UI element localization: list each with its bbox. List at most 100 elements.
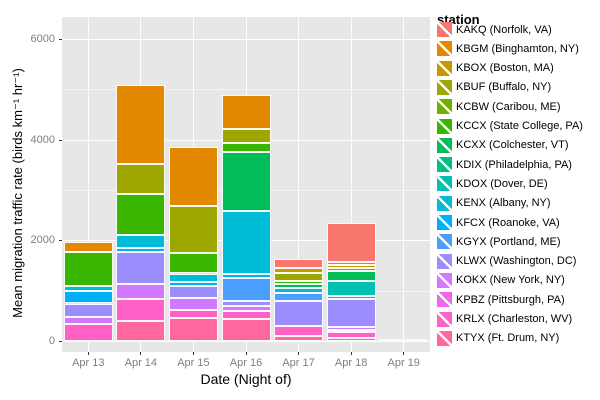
legend-label: KCCX (State College, PA) xyxy=(456,120,583,132)
bar-segment-apr-17-kbuf xyxy=(274,272,324,281)
bar-segment-apr-18-kokx xyxy=(326,327,376,330)
bar-segment-apr-18-klwx xyxy=(326,299,376,328)
legend-item-kgyx: KGYX (Portland, ME) xyxy=(437,233,561,250)
legend-key-swatch-icon xyxy=(437,272,452,288)
legend-key-swatch-icon xyxy=(437,176,452,192)
bar-segment-apr-14-kfcx xyxy=(116,247,166,252)
y-tick-mark xyxy=(59,341,62,342)
legend-label: KLWX (Washington, DC) xyxy=(456,255,577,268)
legend-label: KCXX (Colchester, VT) xyxy=(456,139,569,152)
legend-key-swatch-icon xyxy=(437,292,452,308)
legend-item-kenx: KENX (Albany, NY) xyxy=(437,195,551,212)
legend-key-swatch-icon xyxy=(437,41,452,57)
x-tick-label: Apr 13 xyxy=(72,357,105,369)
legend-item-kfcx: KFCX (Roanoke, VA) xyxy=(437,214,560,231)
bar-segment-apr-18-kakq xyxy=(326,223,376,262)
bar-segment-apr-15-ktyx xyxy=(168,317,218,341)
y-tick-mark xyxy=(59,39,62,40)
x-tick-mark xyxy=(350,352,352,355)
legend-label: KBUF (Buffalo, NY) xyxy=(456,81,552,94)
legend-label: KTYX (Ft. Drum, NY) xyxy=(456,332,560,345)
legend-key-swatch-icon xyxy=(437,60,452,76)
bar-segment-apr-16-kokx xyxy=(221,306,271,312)
bar-segment-apr-17-krlx xyxy=(274,326,324,337)
bar-segment-apr-19-kenx xyxy=(379,338,429,340)
bar-segment-apr-17-kbox xyxy=(274,268,324,273)
legend-item-kbgm: KBGM (Binghamton, NY) xyxy=(437,40,579,57)
plot-panel xyxy=(62,17,430,352)
gridline-vertical xyxy=(350,17,352,352)
legend-label: KPBZ (Pittsburgh, PA) xyxy=(456,293,565,306)
x-tick-label: Apr 15 xyxy=(177,357,210,369)
bar-segment-apr-18-kpbz xyxy=(326,330,376,333)
x-tick-mark xyxy=(140,352,142,355)
bar-segment-apr-15-kccx xyxy=(168,253,218,274)
bar-segment-apr-16-kgyx xyxy=(221,278,271,302)
y-tick-mark xyxy=(59,139,62,141)
bar-segment-apr-14-klwx xyxy=(116,252,166,285)
bar-segment-apr-14-kccx xyxy=(116,193,166,235)
bar-segment-apr-14-ktyx xyxy=(116,321,166,341)
legend-item-kcxx: KCXX (Colchester, VT) xyxy=(437,137,568,154)
legend-key-swatch-icon xyxy=(437,234,452,250)
bar-segment-apr-15-klwx xyxy=(168,285,218,298)
bar-segment-apr-15-kbuf xyxy=(168,206,218,254)
bar-segment-apr-18-kdox xyxy=(326,280,376,296)
x-tick-label: Apr 17 xyxy=(282,357,315,369)
x-tick-label: Apr 19 xyxy=(387,357,420,369)
bar-segment-apr-15-kenx xyxy=(168,273,218,282)
bar-segment-apr-18-ktyx xyxy=(326,338,376,341)
x-tick-label: Apr 14 xyxy=(124,357,158,369)
bar-segment-apr-16-kbuf xyxy=(221,128,271,144)
bar-segment-apr-16-kbgm xyxy=(221,94,271,129)
legend-label: KRLX (Charleston, WV) xyxy=(456,313,573,325)
bar-segment-apr-14-krlx xyxy=(116,299,166,321)
legend-label: KFCX (Roanoke, VA) xyxy=(456,216,560,229)
gridline-vertical xyxy=(298,17,300,352)
legend-label: KDOX (Dover, DE) xyxy=(456,177,548,190)
bar-segment-apr-13-kenx xyxy=(63,285,113,292)
legend-key-swatch-icon xyxy=(437,215,452,230)
legend-item-kokx: KOKX (New York, NY) xyxy=(437,272,565,289)
x-tick-mark xyxy=(192,352,194,355)
bar-segment-apr-16-klwx xyxy=(221,301,271,306)
legend-key-swatch-icon xyxy=(437,330,452,346)
bar-segment-apr-18-kbgm xyxy=(326,261,376,266)
legend-key-swatch-icon xyxy=(437,253,452,269)
legend-item-ktyx: KTYX (Ft. Drum, NY) xyxy=(437,330,559,347)
legend-label: KBGM (Binghamton, NY) xyxy=(456,42,579,55)
legend-item-kcbw: KCBW (Caribou, ME) xyxy=(437,98,561,115)
gridline-vertical xyxy=(87,17,89,352)
legend-item-kccx: KCCX (State College, PA) xyxy=(437,118,583,135)
legend-label: KENX (Albany, NY) xyxy=(456,197,551,210)
legend-item-kdix: KDIX (Philadelphia, PA) xyxy=(437,156,572,173)
bar-segment-apr-17-kakq xyxy=(274,259,324,268)
legend-label: KGYX (Portland, ME) xyxy=(456,235,561,248)
x-tick-mark xyxy=(298,352,300,355)
x-tick-mark xyxy=(403,352,405,355)
bar-segment-apr-18-kcbw xyxy=(326,268,376,271)
legend-item-krlx: KRLX (Charleston, WV) xyxy=(437,311,572,328)
bar-segment-apr-14-kokx xyxy=(116,284,166,300)
legend-label: KCBW (Caribou, ME) xyxy=(456,100,561,113)
y-tick-mark xyxy=(59,240,62,242)
gridline-vertical xyxy=(403,17,405,352)
y-tick-label: 6000 xyxy=(30,33,55,45)
bar-segment-apr-14-kenx xyxy=(116,234,166,248)
x-tick-mark xyxy=(245,352,247,355)
bar-segment-apr-18-kbox xyxy=(326,265,376,269)
legend-label: KBOX (Boston, MA) xyxy=(456,62,554,75)
bar-segment-apr-18-kcxx xyxy=(326,270,376,281)
bar-segment-apr-18-krlx xyxy=(326,332,376,339)
bar-segment-apr-13-klwx xyxy=(63,303,113,318)
bar-segment-apr-15-kfcx xyxy=(168,282,218,286)
bar-segment-apr-16-kfcx xyxy=(221,273,271,279)
bar-segment-apr-15-krlx xyxy=(168,309,218,318)
legend-key-swatch-icon xyxy=(437,118,452,134)
bar-segment-apr-13-kccx xyxy=(63,252,113,286)
legend-key-swatch-icon xyxy=(437,79,452,95)
legend-item-kdox: KDOX (Dover, DE) xyxy=(437,175,548,192)
legend-item-klwx: KLWX (Washington, DC) xyxy=(437,253,576,270)
legend-key-swatch-icon xyxy=(437,99,452,115)
